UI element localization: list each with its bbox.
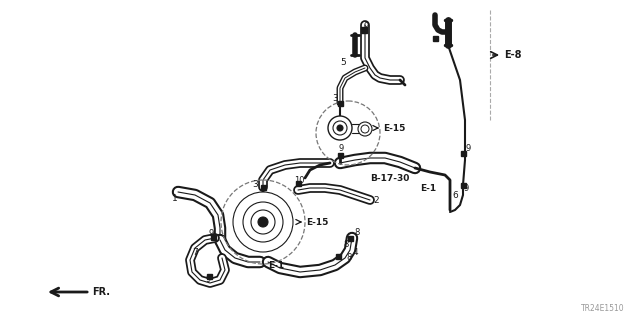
Bar: [337, 100, 342, 106]
Bar: [461, 182, 465, 188]
Text: 6: 6: [452, 190, 458, 199]
Text: FR.: FR.: [92, 287, 110, 297]
Bar: [433, 36, 438, 41]
Text: 2: 2: [373, 196, 379, 204]
Circle shape: [251, 210, 275, 234]
Text: 8: 8: [343, 239, 348, 249]
Circle shape: [337, 125, 343, 131]
Text: 9: 9: [463, 183, 468, 193]
Text: 10: 10: [294, 175, 305, 185]
Bar: [361, 27, 367, 33]
Bar: [296, 180, 301, 186]
Circle shape: [328, 116, 352, 140]
Text: B-17-30: B-17-30: [370, 173, 410, 182]
Circle shape: [333, 121, 347, 135]
Text: 7: 7: [192, 247, 198, 257]
Bar: [348, 236, 353, 241]
Bar: [211, 235, 216, 239]
Text: E-15: E-15: [383, 124, 405, 132]
Text: 9: 9: [205, 276, 211, 284]
Text: E-8: E-8: [504, 50, 522, 60]
Text: 3: 3: [332, 93, 338, 102]
Circle shape: [358, 122, 372, 136]
Text: 8: 8: [346, 253, 351, 262]
Text: E-1: E-1: [268, 260, 284, 269]
Bar: [207, 274, 211, 278]
Text: E-1: E-1: [420, 183, 436, 193]
Text: TR24E1510: TR24E1510: [581, 304, 625, 313]
Bar: [335, 253, 340, 259]
Circle shape: [243, 202, 283, 242]
Text: E-15: E-15: [306, 218, 328, 227]
Text: 5: 5: [340, 58, 346, 67]
Text: 9: 9: [338, 143, 343, 153]
Circle shape: [233, 192, 293, 252]
Text: 8: 8: [354, 228, 360, 236]
Text: 4: 4: [353, 247, 358, 257]
Circle shape: [258, 217, 268, 227]
Text: 1: 1: [172, 194, 178, 203]
Circle shape: [361, 125, 369, 133]
Bar: [260, 185, 266, 189]
Bar: [461, 150, 465, 156]
Text: 9: 9: [363, 21, 368, 30]
Bar: [337, 153, 342, 157]
Text: 3: 3: [252, 180, 258, 188]
Text: 9: 9: [465, 143, 470, 153]
Text: 9: 9: [208, 228, 213, 237]
